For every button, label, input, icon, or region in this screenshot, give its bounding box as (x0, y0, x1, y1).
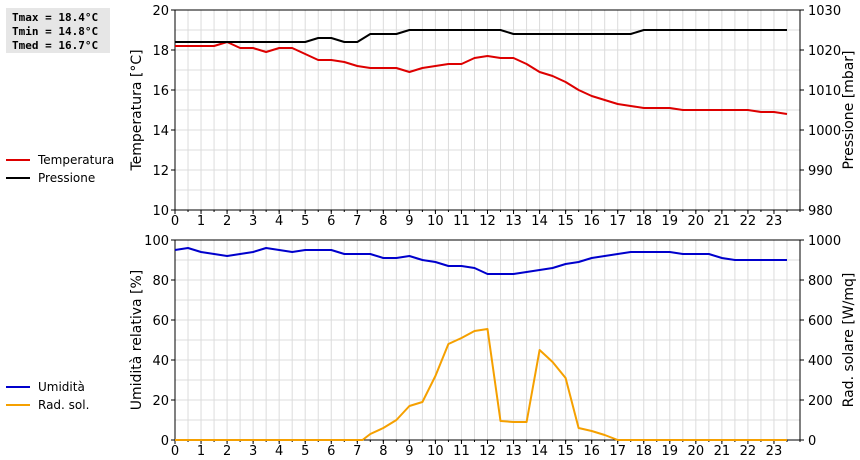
x-tick-label: 14 (531, 214, 548, 229)
x-tick-label: 4 (275, 444, 283, 459)
x-tick-label: 18 (635, 214, 652, 229)
x-tick-label: 0 (171, 214, 179, 229)
x-tick-label: 21 (714, 214, 731, 229)
y-axis-title-left: Temperatura [°C] (129, 49, 145, 171)
series-line-pressione (175, 29, 787, 43)
x-tick-label: 15 (557, 214, 574, 229)
chart-panel-2: 0 1 2 3 4 5 6 7 8 9 10 11 12 13 14 15 16 17 18 19 20 21 22 2302… (6, 234, 857, 459)
y-tick-label-left: 20 (152, 4, 169, 19)
x-tick-label: 5 (301, 444, 309, 459)
legend-label: Temperatura (37, 153, 114, 167)
y-tick-label-right: 1030 (808, 4, 841, 19)
y-tick-label-left: 100 (144, 234, 169, 249)
x-tick-label: 21 (714, 444, 731, 459)
stats-tmed: Tmed = 16.7°C (12, 39, 99, 52)
x-tick-label: 1 (197, 444, 205, 459)
series-line-rad-sol (175, 328, 787, 441)
x-tick-label: 1 (197, 214, 205, 229)
y-tick-label-left: 0 (161, 434, 169, 449)
x-tick-label: 13 (505, 214, 522, 229)
y-tick-label-right: 800 (808, 274, 833, 289)
y-tick-label-right: 400 (808, 354, 833, 369)
series-line-umidit (174, 247, 787, 275)
y-tick-label-left: 60 (152, 314, 169, 329)
x-tick-label: 5 (301, 214, 309, 229)
x-tick-label: 12 (479, 444, 496, 459)
y-tick-label-left: 10 (152, 204, 169, 219)
x-tick-label: 10 (427, 214, 444, 229)
x-tick-label: 10 (427, 444, 444, 459)
y-tick-label-left: 80 (152, 274, 169, 289)
y-tick-label-right: 1000 (808, 124, 841, 139)
x-tick-label: 3 (249, 214, 257, 229)
x-tick-label: 12 (479, 214, 496, 229)
x-tick-label: 0 (171, 444, 179, 459)
y-tick-label-left: 12 (152, 164, 169, 179)
x-tick-label: 13 (505, 444, 522, 459)
x-tick-label: 16 (583, 444, 600, 459)
y-tick-label-right: 1000 (808, 234, 841, 249)
x-tick-label: 23 (766, 214, 783, 229)
legend-label: Rad. sol. (38, 398, 89, 412)
y-tick-label-right: 600 (808, 314, 833, 329)
y-tick-label-left: 20 (152, 394, 169, 409)
x-tick-label: 20 (688, 444, 705, 459)
x-tick-label: 7 (353, 214, 361, 229)
y-axis-title-left: Umidità relativa [%] (129, 270, 145, 411)
x-tick-label: 6 (327, 214, 335, 229)
x-tick-label: 20 (688, 214, 705, 229)
x-tick-label: 2 (223, 444, 231, 459)
x-tick-label: 4 (275, 214, 283, 229)
x-tick-label: 6 (327, 444, 335, 459)
y-axis-title-right: Rad. solare [W/mq] (841, 273, 857, 408)
x-tick-label: 17 (609, 214, 626, 229)
x-tick-label: 9 (405, 444, 413, 459)
x-tick-label: 23 (766, 444, 783, 459)
x-tick-label: 8 (379, 444, 387, 459)
x-tick-label: 19 (662, 444, 679, 459)
y-tick-label-right: 0 (808, 434, 816, 449)
y-axis-title-right: Pressione [mbar] (841, 50, 857, 169)
x-tick-label: 8 (379, 214, 387, 229)
x-tick-label: 22 (740, 214, 757, 229)
legend-label: Umidità (38, 380, 85, 394)
y-tick-label-left: 40 (152, 354, 169, 369)
y-tick-label-left: 16 (152, 84, 169, 99)
x-tick-label: 17 (609, 444, 626, 459)
y-tick-label-left: 18 (152, 44, 169, 59)
y-tick-label-right: 980 (808, 204, 833, 219)
x-tick-label: 22 (740, 444, 757, 459)
stats-tmin: Tmin = 14.8°C (12, 25, 99, 38)
x-tick-label: 11 (453, 214, 470, 229)
y-tick-label-left: 14 (152, 124, 169, 139)
y-tick-label-right: 990 (808, 164, 833, 179)
y-tick-label-right: 1010 (808, 84, 841, 99)
series-line-temperatura (175, 41, 788, 115)
x-tick-label: 2 (223, 214, 231, 229)
y-tick-label-right: 200 (808, 394, 833, 409)
x-tick-label: 3 (249, 444, 257, 459)
x-tick-label: 7 (353, 444, 361, 459)
x-tick-label: 19 (662, 214, 679, 229)
stats-tmax: Tmax = 18.4°C (12, 11, 99, 24)
legend-label: Pressione (38, 171, 95, 185)
y-tick-label-right: 1020 (808, 44, 841, 59)
chart-panel-1: 0 1 2 3 4 5 6 7 8 9 10 11 12 13 14 15 16 17 18 19 20 21 22 2310… (6, 4, 857, 229)
x-tick-label: 15 (557, 444, 574, 459)
x-tick-label: 18 (635, 444, 652, 459)
x-tick-label: 11 (453, 444, 470, 459)
x-tick-label: 9 (405, 214, 413, 229)
x-tick-label: 14 (531, 444, 548, 459)
stats-box: Tmax = 18.4°C Tmin = 14.8°C Tmed = 16.7°… (6, 8, 110, 53)
x-tick-label: 16 (583, 214, 600, 229)
